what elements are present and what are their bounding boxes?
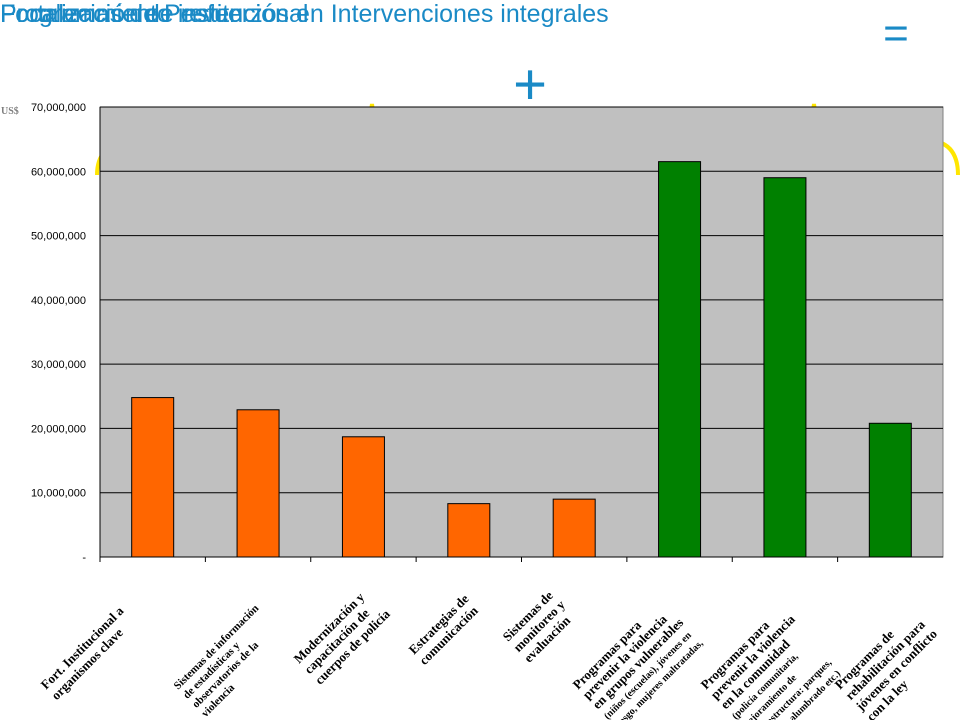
y-tick-label: 40,000,000 [31,295,86,307]
equals-symbol: = [883,9,909,58]
y-tick-label: 20,000,000 [31,423,86,435]
bar [447,503,491,558]
bar [868,422,912,558]
y-tick-label: 60,000,000 [31,166,86,178]
chart-title: Focalización de esfuerzos en Intervencio… [0,0,609,28]
y-tick-label: 50,000,000 [31,231,86,243]
x-category-label: Programas derehabilitación parajóvenes e… [831,605,951,720]
bar [131,397,175,558]
y-unit-label: US$ [1,106,19,117]
bar [658,161,702,558]
x-category-label: Modernización ycapacitación decuerpos de… [291,585,394,688]
x-category-label: Sistemas de informaciónde estadísticas y… [172,602,289,719]
plot-area: - 10,000,000 20,000,000 30,000,000 40,000,00… [1,102,951,720]
left-group-label: Fortalecimiento institucional [0,0,309,28]
x-category-label: Programas paraprevenir la violenciaen la… [698,601,848,720]
plus-symbol: + [513,52,547,117]
x-category-label: Fort. Institucional aorganismos clave [38,603,138,703]
y-tick-label: - [82,552,86,564]
x-category-label: Programas paraprevenir la violenciaen gr… [570,595,716,720]
plot-background [99,106,944,558]
y-tick-label: 10,000,000 [31,488,86,500]
operator-symbols: = + [513,9,909,117]
bar [552,498,596,558]
x-category-label: Estrategias decomunicación [406,591,483,668]
right-group-label: Programas de Prevención [0,0,290,28]
bar [341,436,385,558]
bar [763,177,807,558]
bar [236,409,280,558]
x-category-label: Sistemas demonitoreo yevaluación [500,586,579,665]
y-tick-label: 30,000,000 [31,359,86,371]
y-tick-label: 70,000,000 [31,102,86,114]
